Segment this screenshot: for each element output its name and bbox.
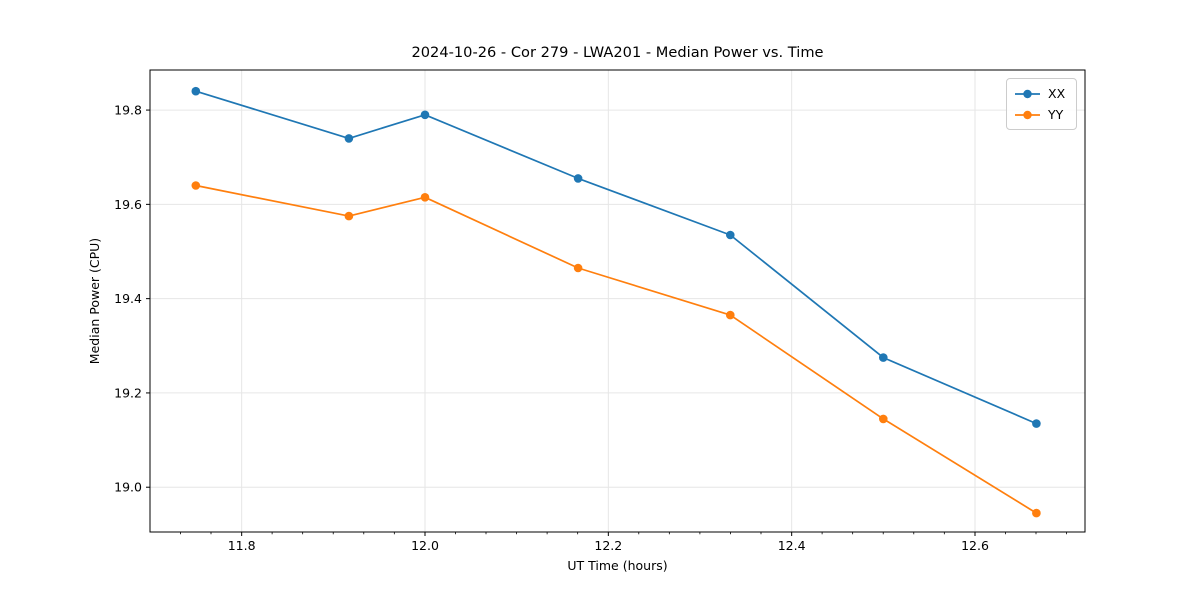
data-point-xx bbox=[573, 174, 583, 183]
y-tick-label: 19.6 bbox=[114, 197, 142, 212]
y-tick-label: 19.4 bbox=[114, 291, 142, 306]
y-tick-label: 19.2 bbox=[114, 385, 142, 400]
data-point-xx bbox=[1032, 419, 1041, 428]
legend-label-yy: YY bbox=[1048, 107, 1064, 122]
x-axis-label: UT Time (hours) bbox=[567, 558, 668, 573]
data-point-xx bbox=[879, 353, 888, 362]
series-line-xx bbox=[194, 90, 1038, 425]
data-point-xx bbox=[344, 134, 354, 143]
x-tick-label: 12.2 bbox=[594, 538, 622, 553]
data-point-xx bbox=[726, 230, 735, 240]
data-point-yy bbox=[1032, 508, 1041, 518]
data-point-yy bbox=[573, 263, 583, 273]
series-line-yy bbox=[194, 184, 1038, 514]
legend-item-yy: YY bbox=[1014, 104, 1068, 125]
legend: XX YY bbox=[1006, 78, 1077, 130]
data-point-yy bbox=[191, 181, 201, 190]
legend-marker-xx bbox=[1015, 89, 1040, 98]
data-point-xx bbox=[191, 86, 201, 96]
data-point-yy bbox=[726, 310, 735, 320]
chart-title: 2024-10-26 - Cor 279 - LWA201 - Median P… bbox=[411, 44, 824, 61]
y-axis-label: Median Power (CPU) bbox=[87, 237, 102, 365]
data-point-yy bbox=[420, 193, 430, 202]
legend-marker-yy bbox=[1015, 110, 1040, 119]
legend-label-xx: XX bbox=[1048, 86, 1066, 101]
data-point-yy bbox=[879, 414, 888, 424]
plot-border bbox=[149, 69, 1086, 533]
y-tick-label: 19.0 bbox=[114, 480, 142, 495]
x-tick-label: 12.0 bbox=[411, 538, 439, 553]
x-tick-label: 12.6 bbox=[961, 538, 989, 553]
legend-item-xx: XX bbox=[1014, 83, 1068, 104]
data-point-yy bbox=[344, 211, 354, 221]
x-tick-label: 12.4 bbox=[778, 538, 806, 553]
x-tick-label: 11.8 bbox=[228, 538, 256, 553]
data-point-xx bbox=[420, 110, 430, 120]
y-tick-label: 19.8 bbox=[114, 103, 142, 118]
